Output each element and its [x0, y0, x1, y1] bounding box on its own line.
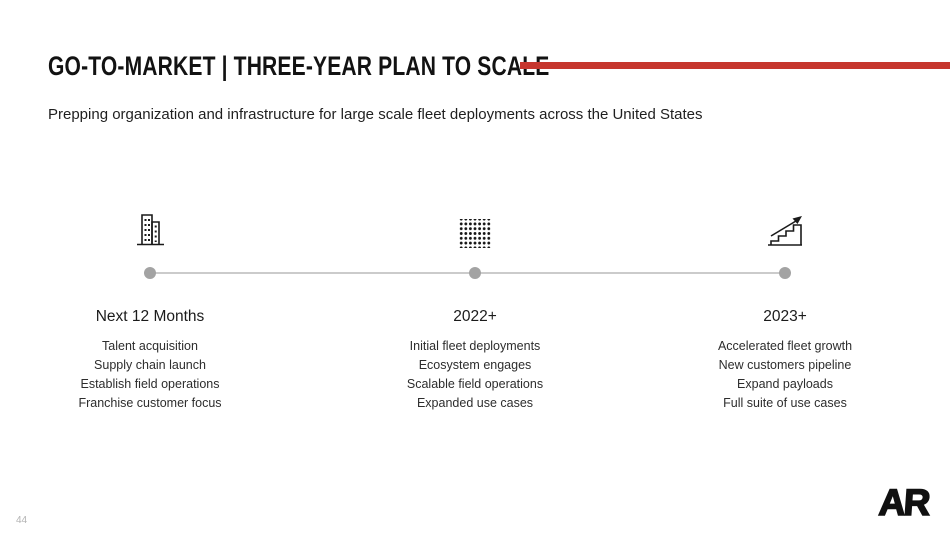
building-icon — [20, 200, 280, 248]
timeline-connector-line — [150, 272, 785, 274]
page-number: 44 — [16, 515, 28, 526]
phase-item: Full suite of use cases — [723, 396, 847, 410]
phase-item: Ecosystem engages — [418, 358, 532, 372]
phase-2022: 2022+ Initial fleet deployments Ecosyste… — [345, 200, 605, 413]
phase-list: Initial fleet deployments Ecosystem enga… — [345, 337, 605, 413]
phase-heading: 2022+ — [453, 308, 497, 325]
phase-item: Accelerated fleet growth — [717, 339, 853, 353]
phase-next-12-months: Next 12 Months Talent acquisition Supply… — [20, 200, 280, 413]
phase-item: Initial fleet deployments — [409, 339, 541, 353]
dot-grid-icon — [345, 200, 605, 248]
title-accent-bar — [520, 62, 950, 69]
phase-2023: 2023+ Accelerated fleet growth New custo… — [655, 200, 915, 413]
timeline-dot — [469, 267, 481, 279]
phase-item: Expanded use cases — [416, 396, 534, 410]
phase-item: Franchise customer focus — [78, 396, 222, 410]
page-title: GO-TO-MARKET | THREE-YEAR PLAN TO SCALE — [48, 51, 550, 81]
phase-list: Accelerated fleet growth New customers p… — [655, 337, 915, 413]
slide-subtitle: Prepping organization and infrastructure… — [48, 106, 703, 123]
phase-item: Supply chain launch — [94, 358, 206, 372]
phase-item: Expand payloads — [737, 377, 833, 391]
phase-item: Talent acquisition — [102, 339, 198, 353]
company-logo: AR — [876, 481, 930, 524]
phase-item: Scalable field operations — [406, 377, 544, 391]
timeline-dot — [779, 267, 791, 279]
phase-list: Talent acquisition Supply chain launch E… — [20, 337, 280, 413]
phase-item: New customers pipeline — [718, 358, 852, 372]
phase-heading: Next 12 Months — [95, 308, 205, 325]
growth-chart-icon — [655, 200, 915, 248]
phase-item: Establish field operations — [80, 377, 220, 391]
phase-heading: 2023+ — [763, 308, 807, 325]
timeline-dot — [144, 267, 156, 279]
